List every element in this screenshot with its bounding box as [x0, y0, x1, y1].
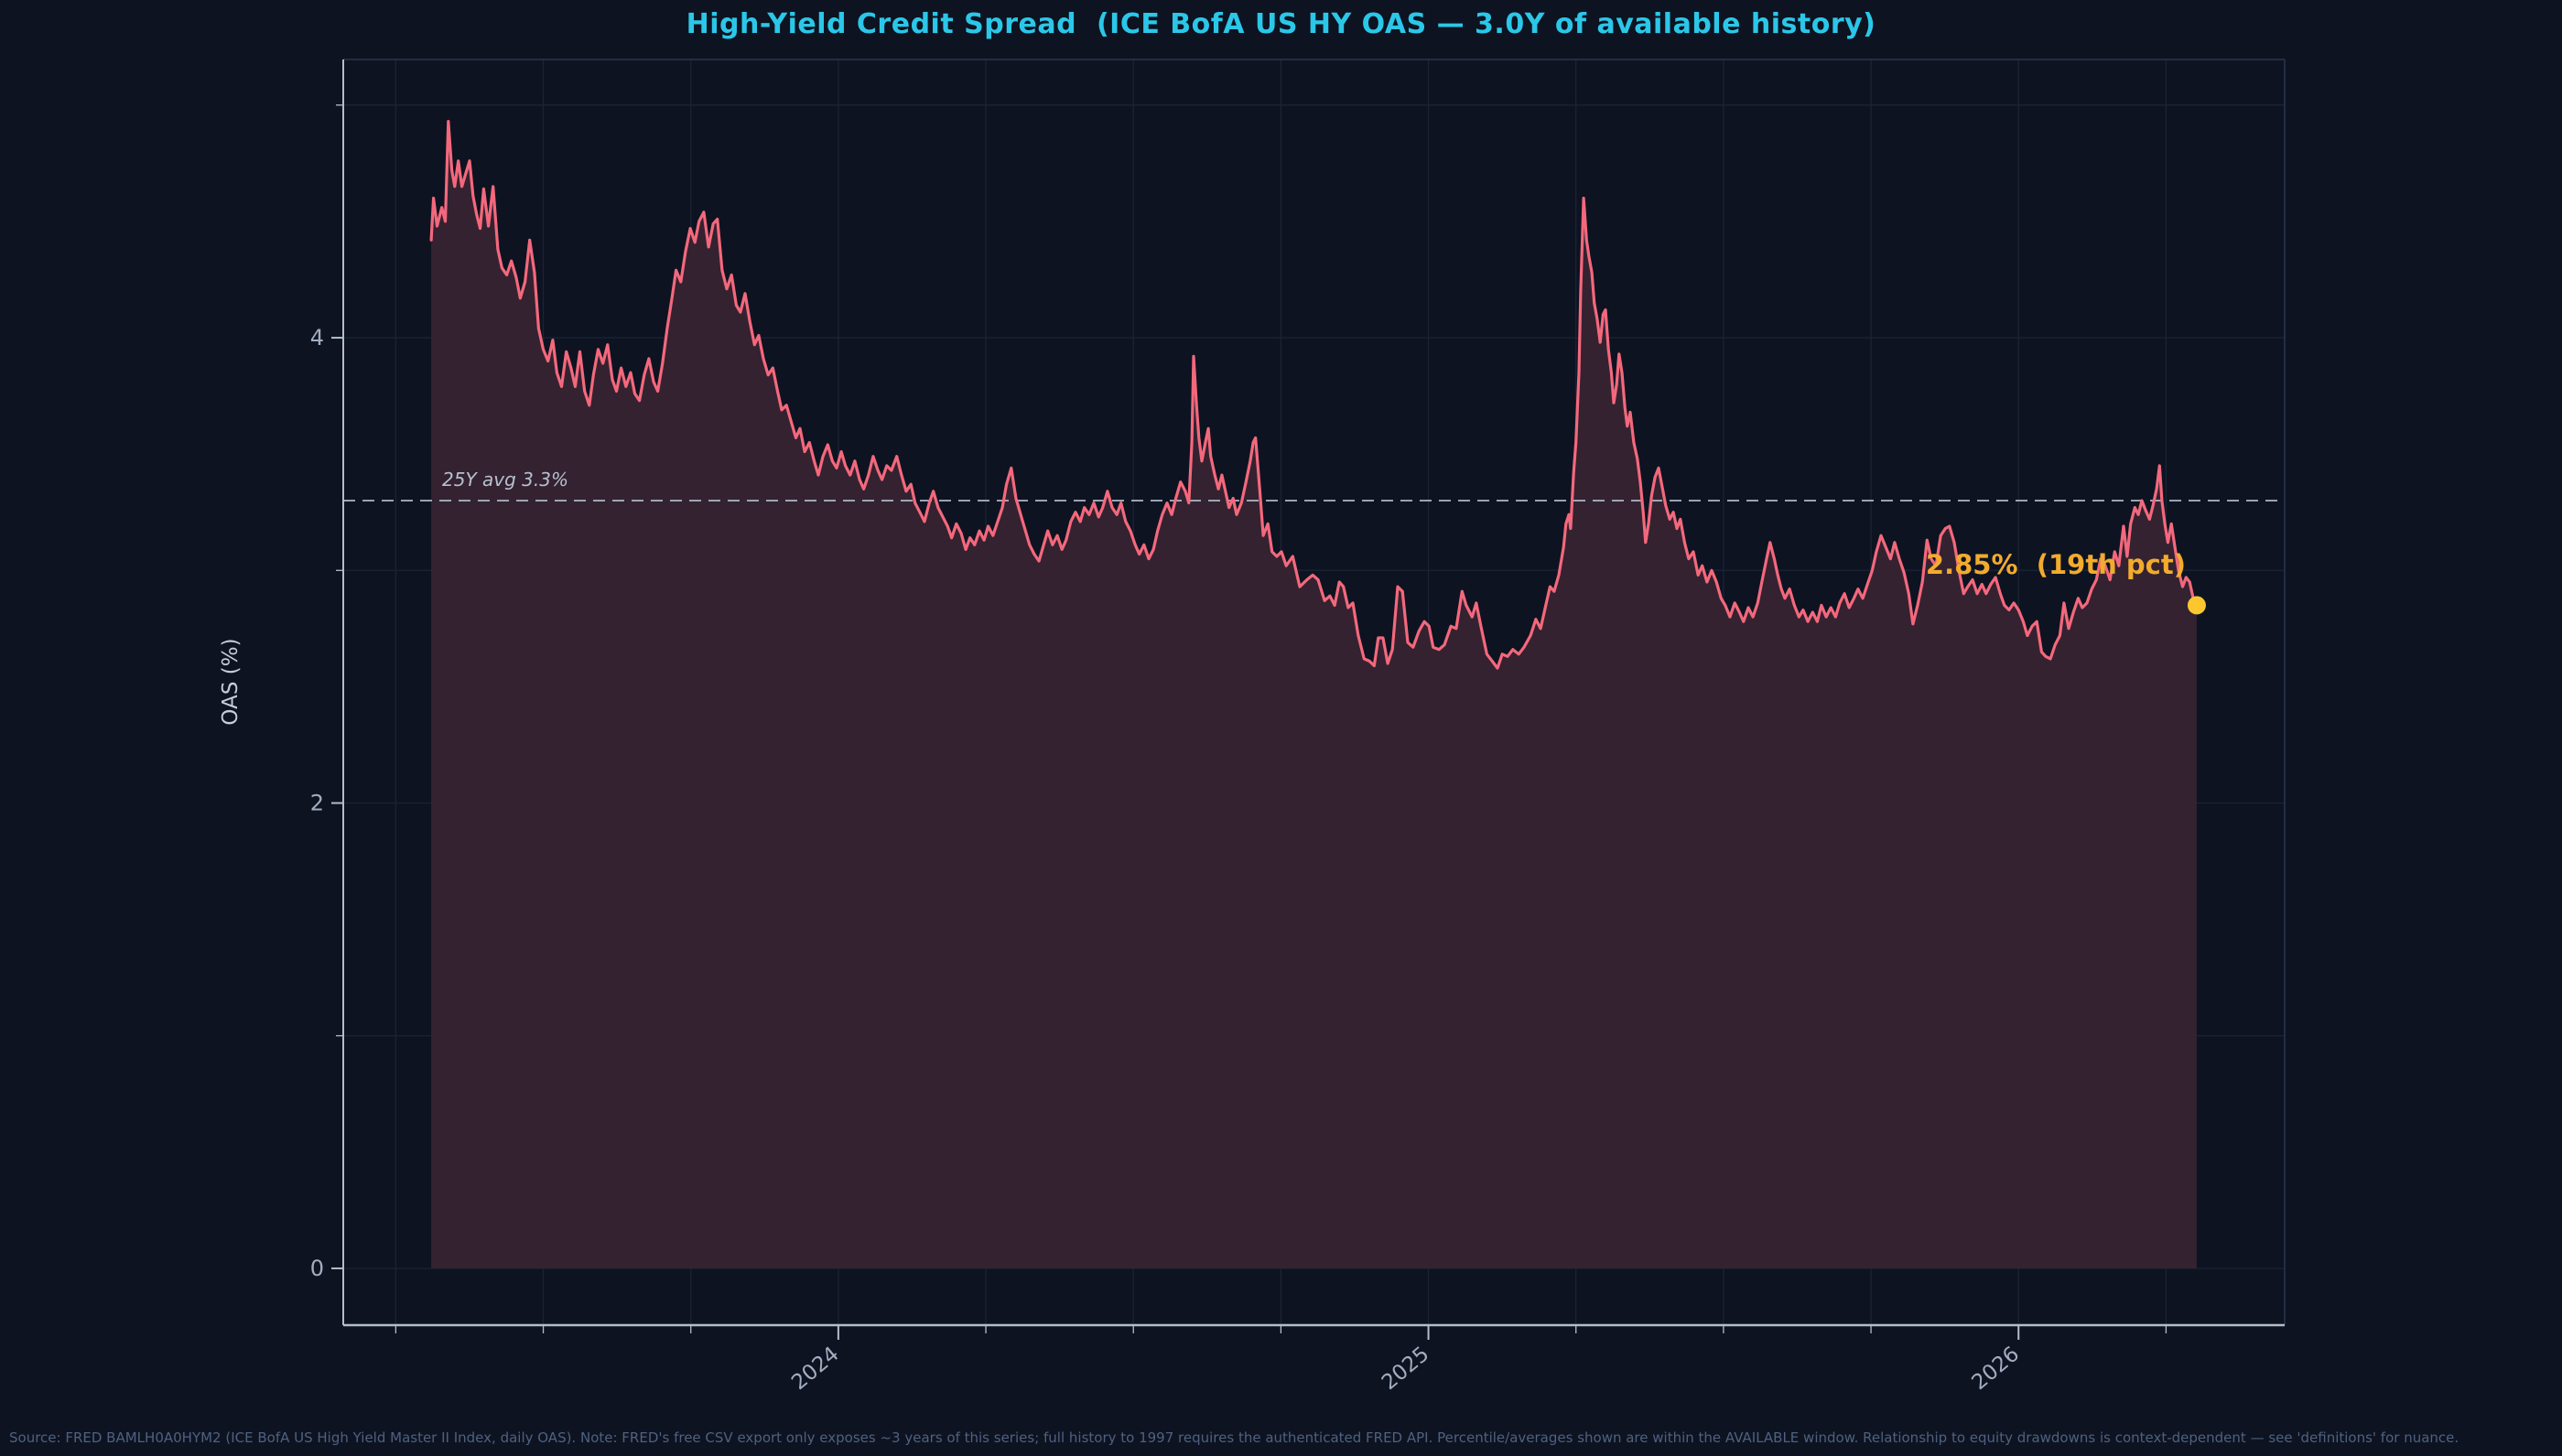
- oas-series-line: [429, 120, 2199, 670]
- x-tick-label: 2025: [1378, 1343, 1434, 1396]
- y-tick-label: 4: [310, 325, 324, 351]
- series-area-fill: [431, 121, 2197, 1269]
- source-note: Source: FRED BAMLH0A0HYM2 (ICE BofA US H…: [9, 1429, 2459, 1446]
- x-tick-label: 2024: [787, 1343, 844, 1396]
- chart-title: High-Yield Credit Spread (ICE BofA US HY…: [686, 8, 1876, 40]
- avg-line-label: 25Y avg 3.3%: [442, 469, 568, 491]
- latest-point-dot: [2187, 596, 2206, 615]
- y-axis-title: OAS (%): [219, 638, 243, 726]
- y-tick-label: 0: [310, 1256, 324, 1281]
- y-tick-label: 2: [310, 791, 324, 816]
- x-tick-label: 2026: [1968, 1343, 2025, 1396]
- latest-value-annotation: 2.85% (19th pct): [1925, 549, 2186, 580]
